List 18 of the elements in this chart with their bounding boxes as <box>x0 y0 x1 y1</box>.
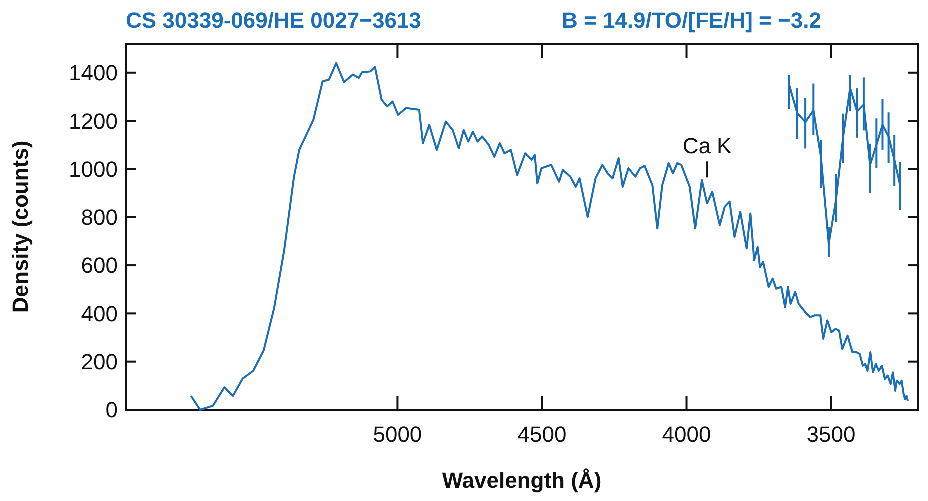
y-tick-label: 800 <box>81 205 118 230</box>
x-axis-title: Wavelength (Å) <box>442 468 602 493</box>
y-tick-label: 600 <box>81 253 118 278</box>
y-tick-label: 0 <box>106 398 118 423</box>
y-tick-label: 1200 <box>69 108 118 134</box>
y-axis-title: Density (counts) <box>8 140 33 314</box>
y-tick-label: 1400 <box>69 60 118 86</box>
line-series <box>190 62 909 411</box>
x-tick-label: 5000 <box>373 422 422 447</box>
chart-subtitle: B = 14.9/TO/[FE/H] = −3.2 <box>562 8 822 33</box>
x-tick-label: 4000 <box>662 422 712 447</box>
annotation: Ca K <box>682 134 732 159</box>
y-tick-label: 1000 <box>69 156 118 182</box>
chart-title: CS 30339-069/HE 0027−3613 <box>126 8 422 33</box>
y-tick-label: 400 <box>81 301 118 326</box>
x-tick-label: 3500 <box>806 422 856 447</box>
x-tick-label: 4500 <box>518 422 567 447</box>
y-tick-label: 200 <box>81 350 118 375</box>
